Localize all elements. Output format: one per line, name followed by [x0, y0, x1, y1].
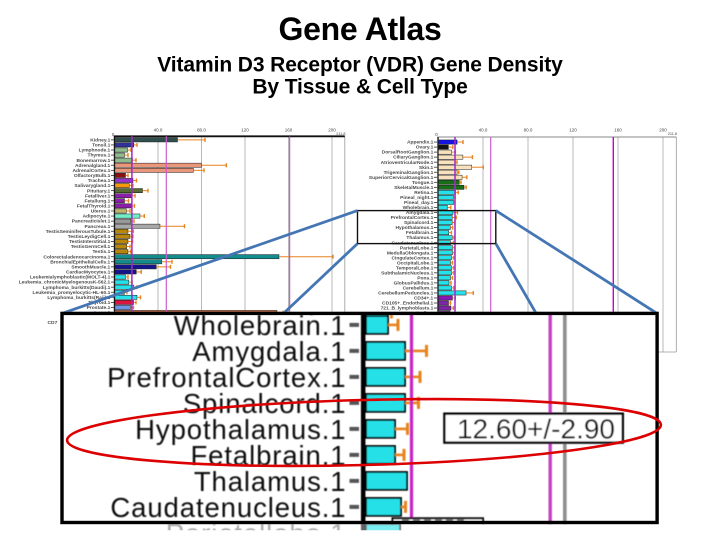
svg-text:Thalamus.1: Thalamus.1 — [194, 466, 347, 497]
svg-text:Spinalcord.1: Spinalcord.1 — [404, 220, 434, 226]
svg-text:Thalamus.1: Thalamus.1 — [406, 235, 433, 241]
svg-text:0: 0 — [112, 132, 115, 137]
svg-text:Leukemialymphoblastic(MOLT-4).: Leukemialymphoblastic(MOLT-4).1 — [30, 275, 111, 281]
svg-text:CardiacMyocytes.1: CardiacMyocytes.1 — [66, 270, 111, 276]
svg-text:TemporalLobe.1: TemporalLobe.1 — [396, 265, 434, 271]
svg-text:OccipitalLobe.1: OccipitalLobe.1 — [397, 260, 434, 266]
svg-text:Hypothalamus.1: Hypothalamus.1 — [396, 225, 434, 231]
svg-text:By Tissue & Cell Type: By Tissue & Cell Type — [252, 76, 467, 99]
svg-text:CingulateCortex.1: CingulateCortex.1 — [391, 255, 433, 261]
svg-text:160: 160 — [614, 128, 622, 133]
svg-text:Tonsil.1: Tonsil.1 — [92, 143, 110, 149]
svg-text:Amygdala.1: Amygdala.1 — [406, 210, 434, 216]
svg-text:FetalThyroid.1: FetalThyroid.1 — [77, 203, 111, 209]
svg-text:120: 120 — [241, 128, 249, 133]
svg-text:CD7: CD7 — [48, 320, 58, 326]
svg-text:211.8: 211.8 — [336, 132, 345, 136]
svg-text:Ovary.1: Ovary.1 — [416, 145, 434, 151]
svg-text:Salivarygland.1: Salivarygland.1 — [74, 183, 110, 189]
svg-text:Appendix.1: Appendix.1 — [407, 140, 434, 146]
svg-text:Gene Atlas: Gene Atlas — [279, 11, 442, 47]
svg-text:Pineal_night.1: Pineal_night.1 — [400, 195, 433, 201]
svg-text:Wholebrain.1: Wholebrain.1 — [403, 205, 434, 211]
svg-text:SmoothMuscle.1: SmoothMuscle.1 — [71, 264, 110, 270]
svg-text:TestisSeminiferousTubule.1: TestisSeminiferousTubule.1 — [46, 229, 111, 235]
svg-text:Cerebellum.1: Cerebellum.1 — [403, 286, 434, 292]
svg-text:Leukemia_promyelocytic-HL-60.1: Leukemia_promyelocytic-HL-60.1 — [33, 290, 111, 296]
svg-text:Bonemarrow.1: Bonemarrow.1 — [77, 158, 111, 164]
svg-text:Testis.1: Testis.1 — [92, 249, 110, 255]
svg-text:Amygdala.1: Amygdala.1 — [192, 336, 346, 367]
svg-text:Adipocyte.1: Adipocyte.1 — [83, 214, 111, 220]
svg-text:MedullaOblongata.1: MedullaOblongata.1 — [387, 250, 434, 256]
svg-text:TestisGermCell.1: TestisGermCell.1 — [71, 244, 111, 250]
svg-text:AtrioventricularNode.1: AtrioventricularNode.1 — [381, 160, 434, 166]
svg-text:Trachea.1: Trachea.1 — [88, 178, 111, 184]
svg-text:Kidney.1: Kidney.1 — [90, 137, 110, 143]
svg-text:DorsalRootGanglion.1: DorsalRootGanglion.1 — [382, 150, 434, 156]
svg-text:200: 200 — [328, 128, 336, 133]
svg-text:Fetalliver.1: Fetalliver.1 — [85, 193, 111, 199]
svg-text:PrefrontalCortex.1: PrefrontalCortex.1 — [391, 215, 434, 221]
svg-text:BronchialEpithelialCells.1: BronchialEpithelialCells.1 — [50, 259, 110, 265]
svg-text:CiliaryGanglion.1: CiliaryGanglion.1 — [393, 155, 434, 161]
svg-text:Hypothalamus.1: Hypothalamus.1 — [135, 414, 346, 445]
svg-text:200: 200 — [659, 128, 667, 133]
svg-text:Fetallung.1: Fetallung.1 — [84, 198, 110, 204]
svg-text:OlfactoryBulb.1: OlfactoryBulb.1 — [74, 173, 111, 179]
svg-text:AdrenalCortex.1: AdrenalCortex.1 — [73, 168, 111, 174]
svg-text:Uterus.1: Uterus.1 — [91, 209, 111, 215]
svg-text:TrigeminalGanglion.1: TrigeminalGanglion.1 — [384, 170, 434, 176]
svg-text:SuperiorCervicalGanglion.1: SuperiorCervicalGanglion.1 — [369, 175, 434, 181]
svg-text:Tongue.1: Tongue.1 — [412, 180, 434, 186]
svg-text:Pons.1: Pons.1 — [417, 275, 433, 281]
svg-text:GlobusPallidus.1: GlobusPallidus.1 — [394, 280, 434, 286]
svg-text:CerebellumPeduncles.1: CerebellumPeduncles.1 — [378, 291, 433, 297]
svg-text:Thymus.1: Thymus.1 — [87, 153, 110, 159]
svg-text:Pineal_day.1: Pineal_day.1 — [404, 200, 434, 206]
svg-text:Caudatenucleus.1: Caudatenucleus.1 — [110, 492, 346, 523]
svg-text:Wholebrain.1: Wholebrain.1 — [174, 310, 347, 341]
svg-text:Parietallobe.1: Parietallobe.1 — [166, 518, 347, 540]
svg-text:CD105+_Endothelial.1: CD105+_Endothelial.1 — [382, 301, 434, 307]
svg-text:Lymphoma_burkitts(Raji).1: Lymphoma_burkitts(Raji).1 — [47, 295, 110, 301]
svg-text:TestisInterstitial.1: TestisInterstitial.1 — [69, 239, 111, 245]
svg-text:Skin.1: Skin.1 — [419, 165, 434, 171]
svg-text:Pancreas.1: Pancreas.1 — [84, 224, 110, 230]
svg-text:Lymphoma_burkitts(Daudi).1: Lymphoma_burkitts(Daudi).1 — [43, 285, 111, 291]
svg-text:PrefrontalCortex.1: PrefrontalCortex.1 — [107, 362, 346, 393]
svg-text:Retina.1: Retina.1 — [414, 190, 433, 196]
svg-text:211.8: 211.8 — [668, 132, 677, 136]
svg-text:Pituitary.1: Pituitary.1 — [87, 188, 111, 194]
svg-text:Vitamin D3 Receptor (VDR) Gene: Vitamin D3 Receptor (VDR) Gene Density — [157, 54, 563, 77]
svg-text:120: 120 — [569, 128, 577, 133]
svg-text:Thyroid.1: Thyroid.1 — [88, 300, 110, 306]
svg-text:PancreaticIslet.1: PancreaticIslet.1 — [72, 219, 111, 225]
svg-text:Lymphnode.1: Lymphnode.1 — [79, 148, 111, 154]
svg-text:721_B_lymphoblasts.1: 721_B_lymphoblasts.1 — [381, 306, 434, 312]
svg-text:40.0: 40.0 — [154, 128, 163, 133]
svg-text:80.0: 80.0 — [197, 128, 206, 133]
svg-text:12.60+/-2.90: 12.60+/-2.90 — [457, 414, 615, 445]
svg-text:SkeletalMuscle.1: SkeletalMuscle.1 — [394, 185, 433, 191]
svg-text:Colorectaladenocarcinoma.1: Colorectaladenocarcinoma.1 — [43, 254, 110, 260]
svg-text:CD34+.1: CD34+.1 — [414, 296, 434, 302]
svg-text:SubthalamicNucleus.1: SubthalamicNucleus.1 — [381, 270, 433, 276]
svg-text:Prostate.1: Prostate.1 — [87, 305, 111, 311]
svg-text:Leukemia_chronicMyelogenousK-5: Leukemia_chronicMyelogenousK-562.1 — [19, 280, 111, 286]
svg-text:Adrenalgland.1: Adrenalgland.1 — [75, 163, 111, 169]
svg-text:160: 160 — [285, 128, 293, 133]
svg-text:TestisLeydigCell.1: TestisLeydigCell.1 — [68, 234, 111, 240]
svg-text:ParietalLobe.1: ParietalLobe.1 — [400, 245, 434, 251]
svg-text:0: 0 — [435, 132, 438, 137]
svg-text:40.0: 40.0 — [479, 128, 488, 133]
svg-text:80.0: 80.0 — [524, 128, 533, 133]
svg-text:Fetalbrain.1: Fetalbrain.1 — [406, 230, 434, 236]
